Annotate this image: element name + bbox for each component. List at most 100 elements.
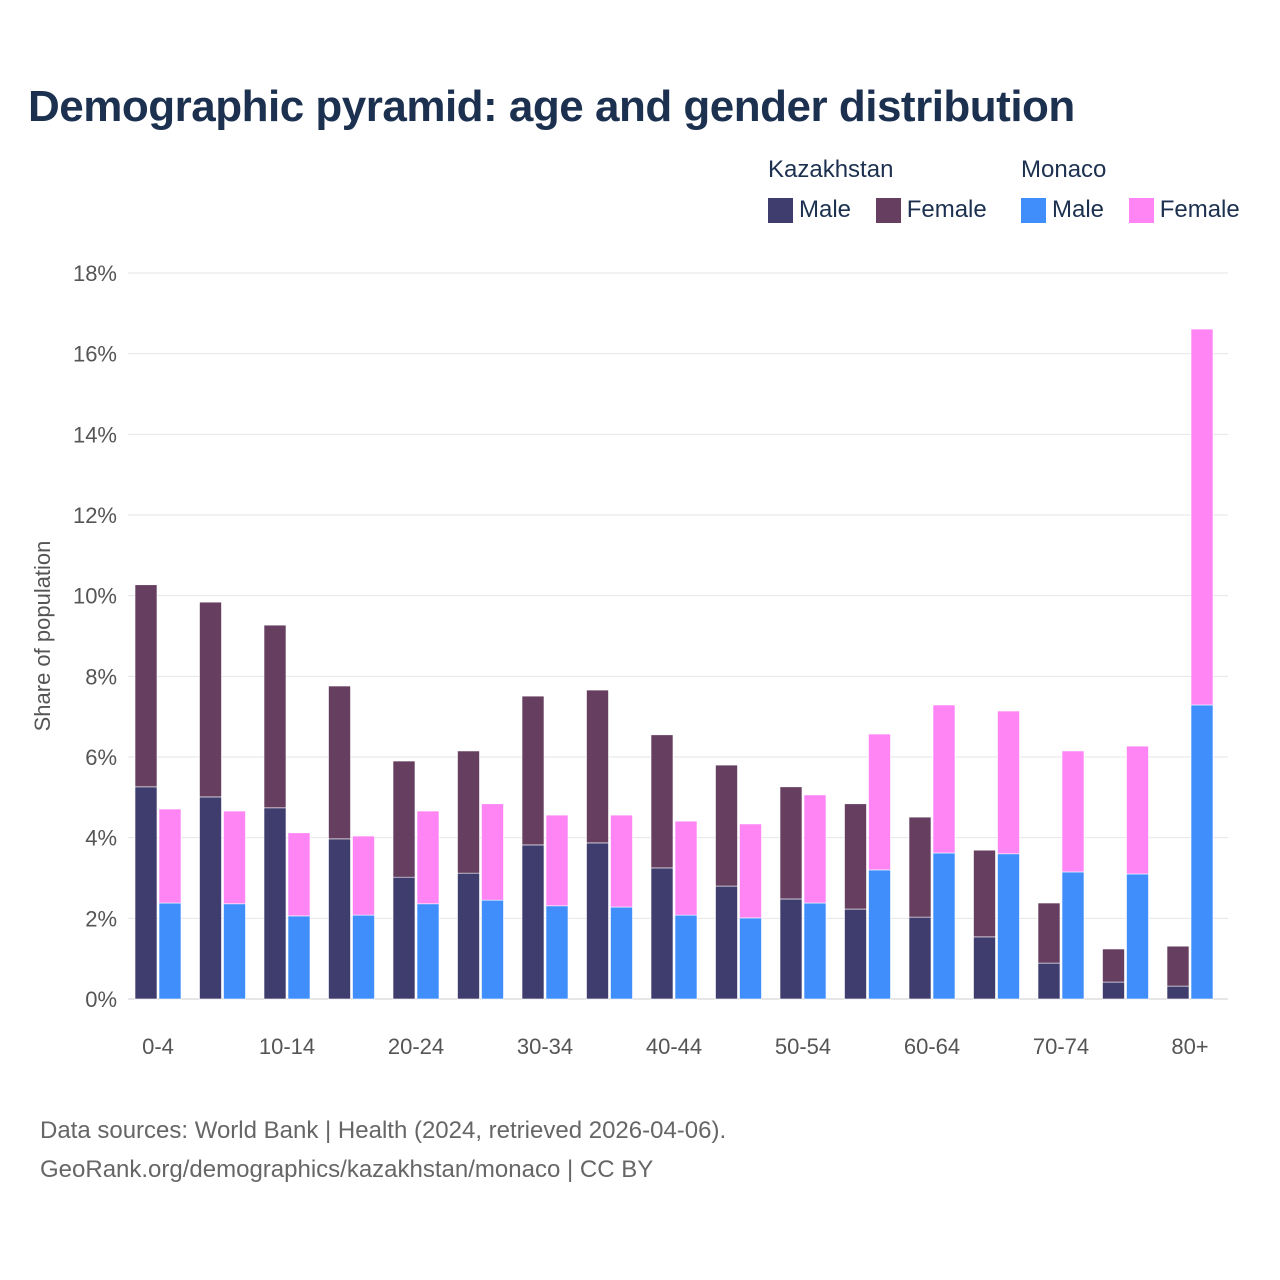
bar-kazakhstan-female: [908, 816, 932, 918]
bar-monaco-male: [545, 905, 569, 1000]
legend-swatch: [875, 197, 901, 223]
bar-monaco-male: [1126, 873, 1149, 1000]
legend-label: Female: [1159, 196, 1240, 223]
bar-kazakhstan-male: [908, 916, 932, 1000]
legend-item-monaco-male[interactable]: Male: [1021, 196, 1104, 224]
x-tick-label: 0-4: [142, 1034, 174, 1059]
legend-kazakhstan: Kazakhstan Male Female: [768, 156, 1005, 230]
y-tick-label: 0%: [85, 987, 117, 1012]
bar-monaco-male: [1061, 871, 1085, 1000]
bar-monaco-female: [287, 832, 311, 917]
bar-monaco-female: [932, 704, 956, 854]
y-axis-label: Share of population: [30, 541, 55, 732]
bar-kazakhstan-female: [263, 624, 287, 809]
chart-title: Demographic pyramid: age and gender dist…: [28, 82, 1075, 131]
bar-monaco-female: [1190, 328, 1214, 706]
bar-kazakhstan-female: [844, 803, 867, 910]
bar-monaco-female: [997, 710, 1020, 855]
bar-monaco-male: [997, 853, 1020, 1000]
x-tick-label: 20-24: [388, 1034, 444, 1059]
bar-kazakhstan-female: [328, 685, 351, 840]
bar-kazakhstan-female: [392, 760, 416, 878]
bar-kazakhstan-female: [1037, 902, 1061, 964]
bar-kazakhstan-male: [779, 898, 803, 1000]
bar-kazakhstan-male: [134, 786, 158, 1000]
x-tick-label: 70-74: [1033, 1034, 1089, 1059]
y-tick-label: 14%: [73, 422, 117, 447]
legend-item-monaco-female[interactable]: Female: [1128, 196, 1240, 224]
bar-kazakhstan-male: [263, 807, 287, 1000]
bar-kazakhstan-female: [134, 584, 158, 788]
y-tick-label: 18%: [73, 261, 117, 286]
legend-label: Male: [799, 196, 852, 223]
legend-label: Male: [1052, 196, 1105, 223]
x-tick-label: 40-44: [646, 1034, 702, 1059]
bar-monaco-male: [868, 869, 891, 1000]
y-tick-label: 4%: [85, 826, 117, 851]
bar-kazakhstan-female: [650, 734, 674, 869]
bar-monaco-male: [739, 917, 762, 1000]
x-tick-label: 30-34: [517, 1034, 573, 1059]
bar-monaco-male: [803, 902, 827, 1000]
bar-kazakhstan-female: [715, 764, 738, 887]
bar-kazakhstan-female: [973, 849, 996, 938]
y-tick-label: 16%: [73, 342, 117, 367]
bar-monaco-female: [739, 823, 762, 919]
bar-kazakhstan-male: [521, 844, 545, 1000]
bar-monaco-male: [1190, 704, 1214, 1000]
x-tick-label: 10-14: [259, 1034, 315, 1059]
bar-kazakhstan-female: [1102, 948, 1125, 983]
bar-kazakhstan-female: [586, 689, 609, 844]
legend-swatch: [1021, 197, 1046, 223]
bar-kazakhstan-male: [199, 796, 222, 1000]
bar-monaco-female: [545, 814, 569, 907]
bar-kazakhstan-male: [844, 908, 867, 1000]
bar-kazakhstan-male: [457, 872, 480, 1000]
bar-kazakhstan-male: [1166, 985, 1190, 1000]
legend-swatch: [1128, 197, 1154, 223]
bar-monaco-female: [674, 820, 698, 916]
bar-monaco-male: [352, 914, 375, 1000]
legend-item-kazakhstan-female[interactable]: Female: [875, 196, 987, 224]
bar-kazakhstan-female: [199, 601, 222, 798]
bar-kazakhstan-male: [1037, 962, 1061, 1000]
y-tick-label: 12%: [73, 503, 117, 528]
bar-kazakhstan-male: [650, 867, 674, 1000]
bar-monaco-male: [158, 902, 182, 1000]
bar-kazakhstan-female: [779, 786, 803, 900]
bar-monaco-female: [803, 794, 827, 904]
legend-monaco: Monaco Male Female: [1021, 156, 1258, 230]
bar-kazakhstan-male: [715, 885, 738, 1000]
bar-kazakhstan-female: [521, 695, 545, 846]
bar-kazakhstan-male: [973, 936, 996, 1000]
y-tick-label: 6%: [85, 745, 117, 770]
footer-link[interactable]: GeoRank.org/demographics/kazakhstan/mona…: [40, 1156, 654, 1183]
legend-group-title: Kazakhstan: [768, 156, 894, 183]
x-tick-label: 50-54: [775, 1034, 831, 1059]
footer-sources: Data sources: World Bank | Health (2024,…: [40, 1117, 727, 1144]
bar-monaco-female: [352, 835, 375, 916]
legend-swatch: [768, 197, 793, 223]
bar-monaco-female: [610, 814, 633, 908]
bar-monaco-female: [481, 803, 504, 901]
bar-kazakhstan-female: [1166, 945, 1190, 987]
bar-monaco-female: [416, 810, 440, 905]
x-tick-label: 80+: [1171, 1034, 1208, 1059]
bar-monaco-male: [481, 899, 504, 1000]
x-tick-label: 60-64: [904, 1034, 960, 1059]
y-tick-label: 2%: [85, 906, 117, 931]
bar-monaco-male: [287, 915, 311, 1000]
bar-monaco-male: [674, 914, 698, 1000]
bar-monaco-male: [610, 906, 633, 1000]
legend-group-title: Monaco: [1021, 156, 1107, 183]
bar-monaco-female: [1061, 750, 1085, 873]
legend-item-kazakhstan-male[interactable]: Male: [768, 196, 851, 224]
bar-monaco-female: [223, 810, 246, 905]
bar-monaco-female: [868, 733, 891, 871]
bar-kazakhstan-male: [392, 876, 416, 1000]
bar-kazakhstan-female: [457, 750, 480, 874]
legend-label: Female: [906, 196, 987, 223]
bar-monaco-male: [932, 852, 956, 1000]
bar-monaco-female: [1126, 745, 1149, 875]
